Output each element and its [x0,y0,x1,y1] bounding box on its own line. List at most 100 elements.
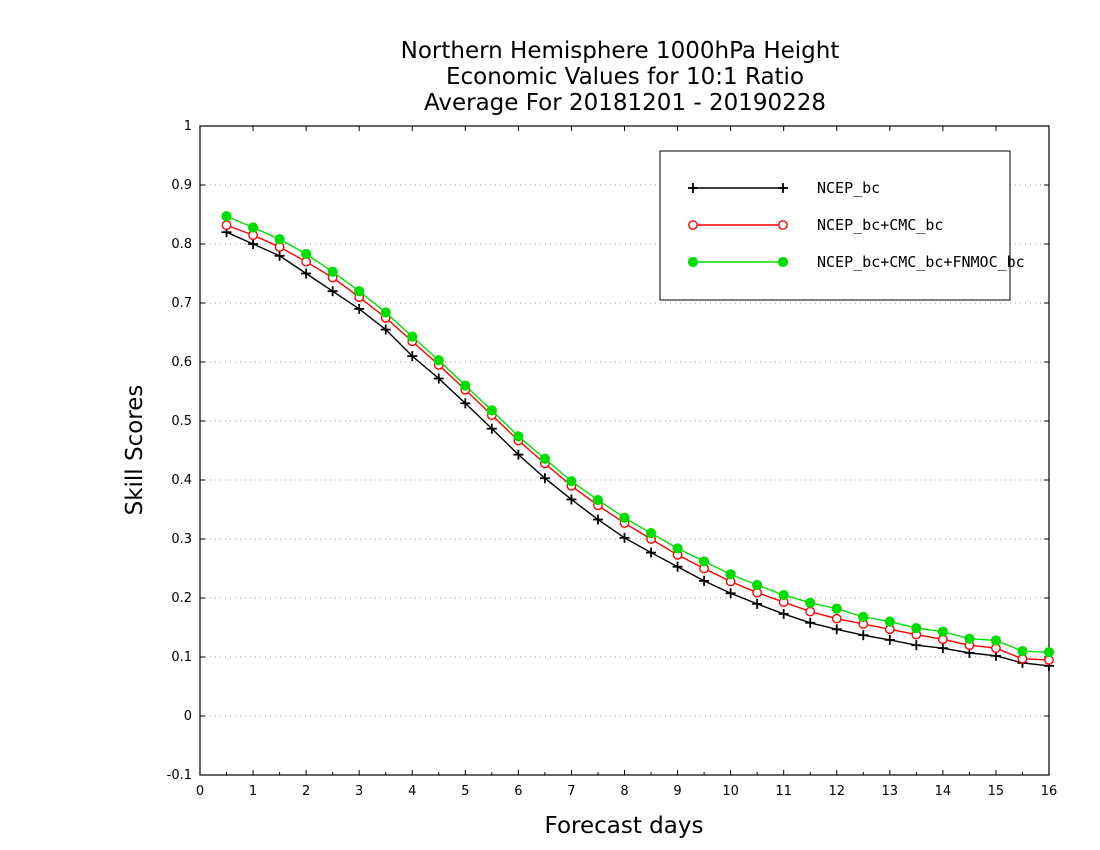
data-point [911,640,922,651]
data-point [725,569,736,580]
data-point [327,266,338,277]
data-point [301,268,312,279]
x-tick-label: 3 [355,784,363,799]
chart-title: Northern Hemisphere 1000hPa Height Econo… [401,38,840,116]
y-tick-label: 0.8 [171,237,192,252]
data-point [539,473,550,484]
x-tick-label: 10 [722,784,739,799]
axes: -0.100.10.20.30.40.50.60.70.80.910 1 2 3 4 5 6… [167,119,1058,799]
x-tick-label: 1 [249,784,257,799]
legend-label: NCEP_bc+CMC_bc [817,216,943,234]
legend-marker [778,220,788,230]
chart-title-line-3: Average For 20181201 - 20190228 [424,90,826,116]
legend-label: NCEP_bc+CMC_bc+FNMOC_bc [817,253,1025,271]
plot-frame [199,125,1050,776]
data-point [539,453,551,464]
data-point [646,547,657,558]
x-tick-label: 16 [1041,784,1058,799]
data-point [486,405,497,416]
data-point [486,423,497,434]
y-tick-label: 0.9 [171,178,192,193]
data-point [911,622,922,634]
data-point [433,373,444,384]
data-point [380,307,391,318]
legend-marker [777,256,789,268]
data-point [221,220,232,231]
data-point [460,380,471,391]
data-point [460,398,471,409]
series-0 [221,227,1054,671]
data-point [354,286,365,297]
legend-marker [687,256,699,268]
chart-title-line-1: Northern Hemisphere 1000hPa Height [401,38,840,64]
x-tick-label: 15 [988,784,1005,799]
data-point [592,514,603,525]
series-2 [221,211,1055,658]
legend-marker [688,220,698,230]
x-tick-label: 2 [302,784,310,799]
y-tick-label: -0.1 [167,768,192,783]
x-tick-label: 11 [775,784,792,799]
data-point [380,324,391,335]
y-axis-label: Skill Scores [122,385,148,516]
data-point [221,211,232,222]
data-point [247,222,259,233]
x-tick-label: 8 [620,784,628,799]
series-layer [221,211,1055,671]
y-tick-label: 0.4 [171,473,192,488]
x-tick-label: 13 [882,784,899,799]
data-point [752,579,763,591]
data-point [831,603,842,614]
data-point [937,643,948,654]
data-point [699,575,710,586]
data-point [937,626,948,637]
data-point [354,303,365,314]
x-axis-label: Forecast days [545,813,704,839]
x-tick-label: 7 [567,784,575,799]
data-point [752,598,763,609]
data-point [645,528,657,539]
x-tick-label: 6 [514,784,522,799]
data-point [407,331,418,342]
legend-entry: NCEP_bc+CMC_bc [688,216,943,234]
data-point [858,611,869,622]
data-point [805,597,816,608]
data-point [698,556,710,567]
data-point [248,239,259,249]
legend-marker [778,183,788,193]
data-point [274,234,285,245]
data-point [274,250,285,261]
data-point [858,630,869,641]
x-tick-label: 5 [461,784,469,799]
y-tick-label: 0.3 [171,532,192,547]
data-point [884,616,895,627]
data-point [672,561,683,572]
data-point [566,476,577,487]
data-point [592,494,604,506]
legend-marker [688,183,698,193]
chart-title-line-2: Economic Values for 10:1 Ratio [446,64,804,90]
data-point [566,494,577,505]
data-point [805,606,816,617]
data-point [725,588,736,599]
data-point [990,635,1002,646]
legend-entry: NCEP_bc+CMC_bc+FNMOC_bc [687,253,1025,271]
y-tick-label: 1 [184,119,192,134]
data-point [619,532,630,543]
data-point [672,543,683,554]
y-tick-label: 0.6 [171,355,192,370]
x-tick-label: 4 [408,784,416,799]
data-point [619,512,630,523]
data-point [831,624,842,635]
legend-label: NCEP_bc [817,179,880,197]
data-point [831,613,842,624]
legend: NCEP_bc NCEP_bc+CMC_bc NCEP_bc+CMC_bc+FNMO… [659,150,1025,301]
series-1 [221,220,1054,665]
data-point [513,449,524,460]
y-tick-label: 0.1 [171,650,192,665]
data-point [327,286,338,297]
data-point [433,355,444,366]
x-tick-label: 14 [935,784,952,799]
